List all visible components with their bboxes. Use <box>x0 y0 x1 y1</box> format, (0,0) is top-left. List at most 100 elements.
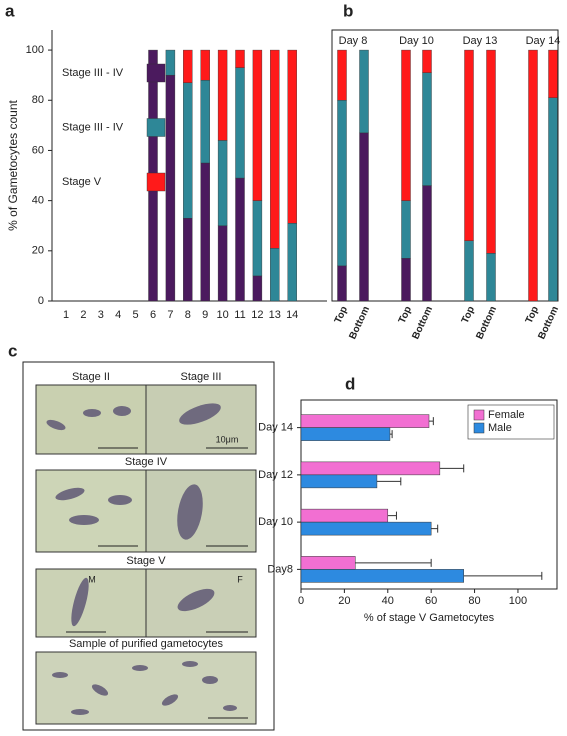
bar-segment <box>217 140 228 226</box>
bar-segment <box>337 49 347 101</box>
y-tick-label: 0 <box>38 295 44 307</box>
micrograph <box>35 469 147 553</box>
caption: M <box>88 574 96 584</box>
y-tick-label: Day 12 <box>258 469 293 481</box>
caption: Sample of purified gametocytes <box>69 638 224 650</box>
bar-segment <box>486 49 496 254</box>
x-tick-label: 7 <box>167 309 173 321</box>
bar <box>300 461 441 476</box>
x-tick-label: 3 <box>98 309 104 321</box>
bar <box>300 474 378 489</box>
y-tick-label: 60 <box>32 144 44 156</box>
x-tick-label: Bottom <box>410 305 435 341</box>
bar-segment <box>183 49 193 83</box>
micrograph <box>35 384 147 455</box>
x-tick-label: 14 <box>286 309 298 321</box>
bar-segment <box>200 49 210 81</box>
x-tick-label: 80 <box>468 595 480 607</box>
bar-segment <box>252 49 263 201</box>
bar-segment <box>486 253 496 302</box>
plot-frame <box>331 29 559 302</box>
group-label: Day 8 <box>339 35 368 47</box>
bar-segment <box>183 217 193 302</box>
caption: Stage II <box>72 371 110 383</box>
legend-label: Stage V <box>62 176 102 188</box>
bar <box>300 508 389 523</box>
caption: Stage III <box>181 371 222 383</box>
bar-segment <box>200 162 210 302</box>
x-tick-label: 5 <box>133 309 139 321</box>
panel-label: a <box>5 1 15 20</box>
bar-segment <box>217 49 228 141</box>
legend-swatch <box>146 172 166 192</box>
bar-segment <box>287 49 297 224</box>
error-bar <box>355 558 432 567</box>
bar-segment <box>401 258 411 302</box>
caption: F <box>237 574 243 584</box>
y-tick-label: Day 10 <box>258 516 293 528</box>
x-tick-label: 2 <box>80 309 86 321</box>
y-tick-label: 80 <box>32 94 44 106</box>
x-tick-label: 11 <box>234 309 245 321</box>
bar-segment <box>422 72 432 186</box>
bar <box>300 556 356 570</box>
group-label: Day 10 <box>399 35 434 47</box>
x-tick-label: 1 <box>63 309 69 321</box>
bar-segment <box>235 67 245 179</box>
bar <box>300 569 464 583</box>
legend-label: Stage III - IV <box>62 67 124 79</box>
x-tick-label: 9 <box>202 309 208 321</box>
bar-segment <box>464 240 474 302</box>
x-tick-label: Top <box>397 305 414 326</box>
bar-segment <box>359 49 369 134</box>
micrograph-panel: c Stage II Stage III <box>8 341 275 731</box>
bar-segment <box>165 49 176 76</box>
x-tick-label: 6 <box>150 309 156 321</box>
group-label: Day 13 <box>463 35 498 47</box>
bar <box>300 521 432 536</box>
x-tick-label: Bottom <box>347 305 372 341</box>
error-bar <box>429 417 434 426</box>
group-label: Day 14 <box>526 35 561 47</box>
bar-segment <box>528 49 538 302</box>
scale-bars <box>66 447 248 719</box>
bar-segment <box>548 49 558 98</box>
error-bar <box>389 430 393 439</box>
panel-label: b <box>343 1 353 20</box>
bar-segment <box>165 74 176 302</box>
legend-label: Female <box>488 409 525 421</box>
bar-segment <box>464 49 474 241</box>
legend-swatch <box>146 118 166 137</box>
error-bar <box>387 511 397 520</box>
x-tick-label: 0 <box>298 595 304 607</box>
legend-label: Male <box>488 422 512 434</box>
micrograph <box>35 568 147 638</box>
caption: Stage IV <box>125 456 168 468</box>
y-tick-label: Day 14 <box>258 422 293 434</box>
x-tick-label: 10 <box>216 309 228 321</box>
y-tick-label: Day8 <box>267 563 293 575</box>
bar-segment <box>359 132 369 302</box>
bar-segment <box>337 265 347 302</box>
caption: Stage V <box>126 555 166 567</box>
bar-segment <box>235 49 245 68</box>
bar-segment <box>287 223 297 302</box>
bar-segment <box>270 248 280 302</box>
x-tick-label: 12 <box>251 309 263 321</box>
cells <box>46 403 237 715</box>
x-tick-label: Top <box>333 305 350 326</box>
error-bar <box>439 464 465 473</box>
plot-frame <box>300 399 558 590</box>
panel-label: c <box>8 341 17 360</box>
y-tick-label: 40 <box>32 195 44 207</box>
legend-label: Stage III - IV <box>62 121 124 133</box>
bar-segment <box>401 200 411 259</box>
legend-swatch <box>473 409 485 421</box>
x-tick-label: 100 <box>509 595 527 607</box>
bar-segment <box>270 49 280 249</box>
bar-segment <box>337 100 347 267</box>
x-tick-label: Bottom <box>474 305 499 341</box>
legend-swatch <box>146 63 166 83</box>
x-tick-label: 8 <box>185 309 191 321</box>
